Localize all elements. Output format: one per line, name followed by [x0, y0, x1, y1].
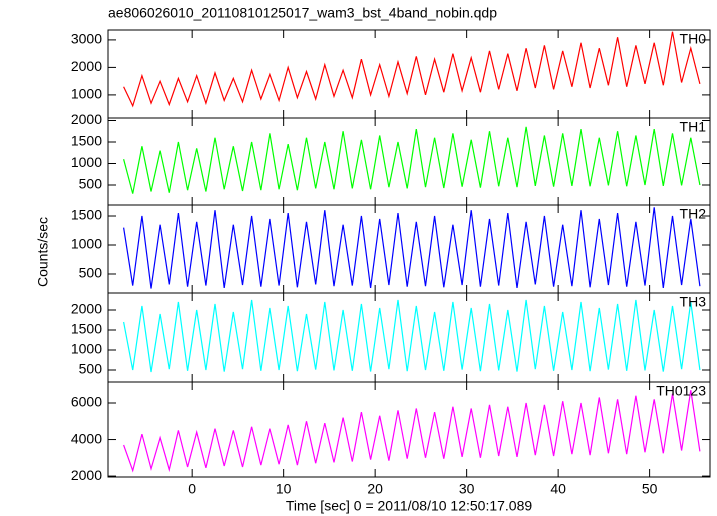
x-tick-label: 20 [367, 481, 383, 497]
y-tick-label: 2000 [71, 111, 102, 127]
y-tick-label: 500 [79, 361, 103, 377]
light-curve [123, 390, 701, 473]
panel-frame [107, 381, 711, 478]
panel-label: TH0123 [656, 383, 706, 399]
panel-frame [107, 29, 711, 119]
y-tick-label: 2000 [71, 301, 102, 317]
y-tick-label: 500 [79, 265, 103, 281]
x-tick-label: 40 [550, 481, 566, 497]
y-tick-label: 3000 [71, 31, 102, 47]
y-tick-label: 1000 [71, 86, 102, 102]
panel-label: TH2 [680, 206, 707, 222]
x-tick-label: 50 [642, 481, 658, 497]
light-curve [123, 207, 701, 289]
y-tick-label: 4000 [71, 430, 102, 446]
panel-frame [107, 204, 711, 294]
y-tick-label: 1500 [71, 133, 102, 149]
chart-title: ae806026010_20110810125017_wam3_bst_4ban… [108, 5, 497, 21]
x-tick-label: 0 [188, 481, 196, 497]
panel-frame [107, 117, 711, 206]
y-tick-label: 1500 [71, 207, 102, 223]
y-tick-label: 1500 [71, 321, 102, 337]
light-curve [123, 299, 701, 373]
light-curve [123, 126, 701, 194]
y-axis-label: Counts/sec [35, 217, 51, 287]
y-tick-label: 2000 [71, 467, 102, 483]
panel-frame [107, 292, 711, 383]
y-tick-label: 6000 [71, 394, 102, 410]
y-tick-label: 500 [79, 176, 103, 192]
y-tick-label: 1000 [71, 341, 102, 357]
y-tick-label: 2000 [71, 58, 102, 74]
panel-label: TH3 [680, 294, 707, 310]
panel-label: TH1 [680, 119, 707, 135]
x-tick-label: 10 [276, 481, 292, 497]
x-axis-label: Time [sec] 0 = 2011/08/10 12:50:17.089 [286, 498, 533, 514]
y-tick-label: 1000 [71, 236, 102, 252]
x-tick-label: 30 [459, 481, 475, 497]
y-tick-label: 1000 [71, 154, 102, 170]
light-curve [123, 31, 701, 108]
panel-label: TH0 [680, 31, 707, 47]
